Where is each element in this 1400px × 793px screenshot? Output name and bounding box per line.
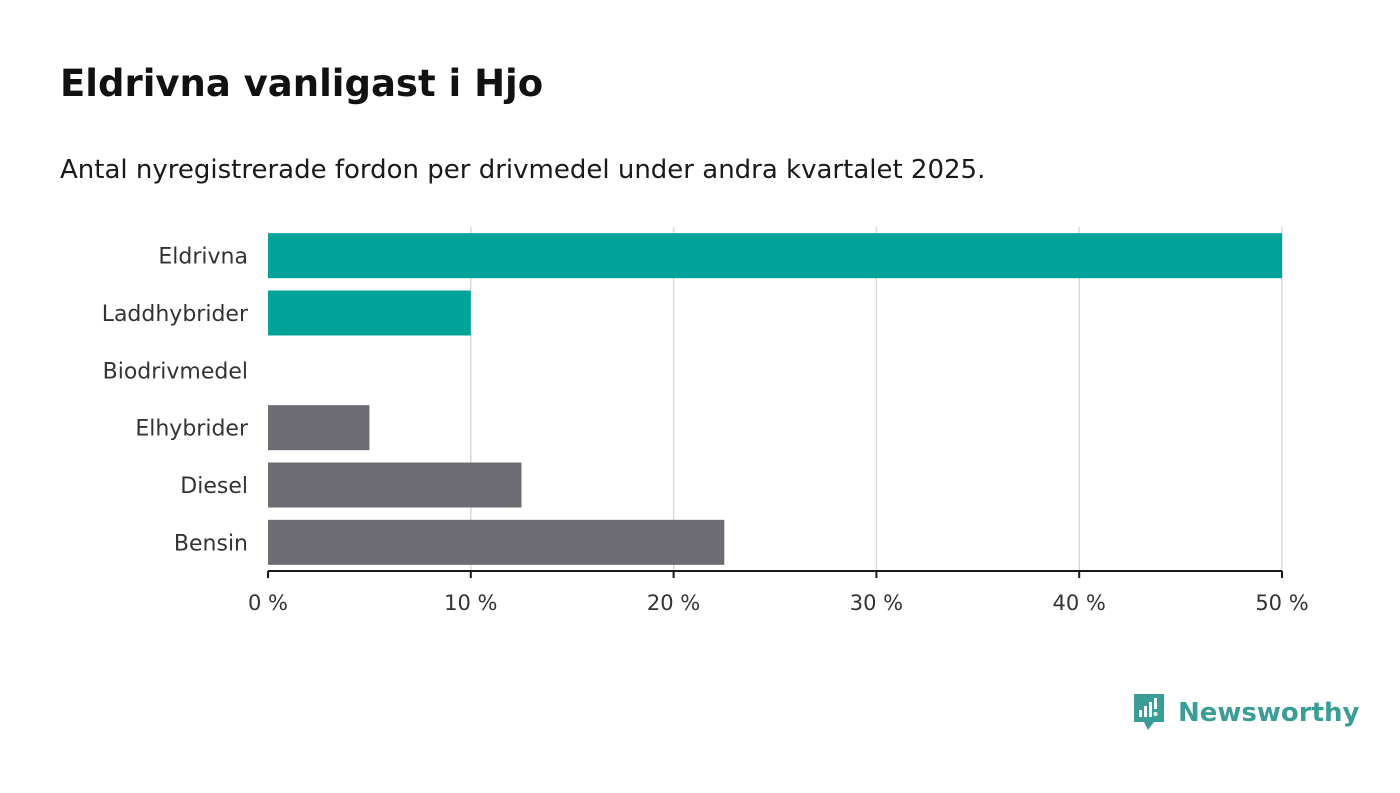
category-label: Bensin [174,531,248,556]
chart-subtitle: Antal nyregistrerade fordon per drivmede… [60,155,986,185]
x-tick-label: 20 % [647,591,700,615]
newsworthy-logo: Newsworthy [1132,692,1359,734]
bar-elhybrider [268,405,370,451]
brand-name: Newsworthy [1178,698,1360,728]
grid-lines [470,227,1283,571]
category-label: Laddhybrider [102,302,249,327]
category-label: Biodrivmedel [103,359,248,384]
category-label: Diesel [180,474,248,499]
category-labels: Eldrivna Laddhybrider Biodrivmedel Elhybrid… [102,245,249,557]
x-axis: 0 % 10 % 20 % 30 % 40 % 50 % [248,570,1309,615]
x-tick-label: 50 % [1255,591,1308,615]
category-label: Elhybrider [135,417,249,442]
x-tick-label: 30 % [850,591,903,615]
category-label: Eldrivna [158,245,248,270]
newsworthy-logo-icon [1134,694,1164,730]
bar-eldrivna [268,233,1282,279]
bar-laddhybrider [268,290,471,336]
x-tick-label: 40 % [1053,591,1106,615]
chart-title: Eldrivna vanligast i Hjo [60,62,544,105]
bar-bensin [268,519,725,565]
x-tick-label: 0 % [248,591,288,615]
bar-diesel [268,462,522,508]
x-tick-label: 10 % [444,591,497,615]
bars [268,233,1282,565]
